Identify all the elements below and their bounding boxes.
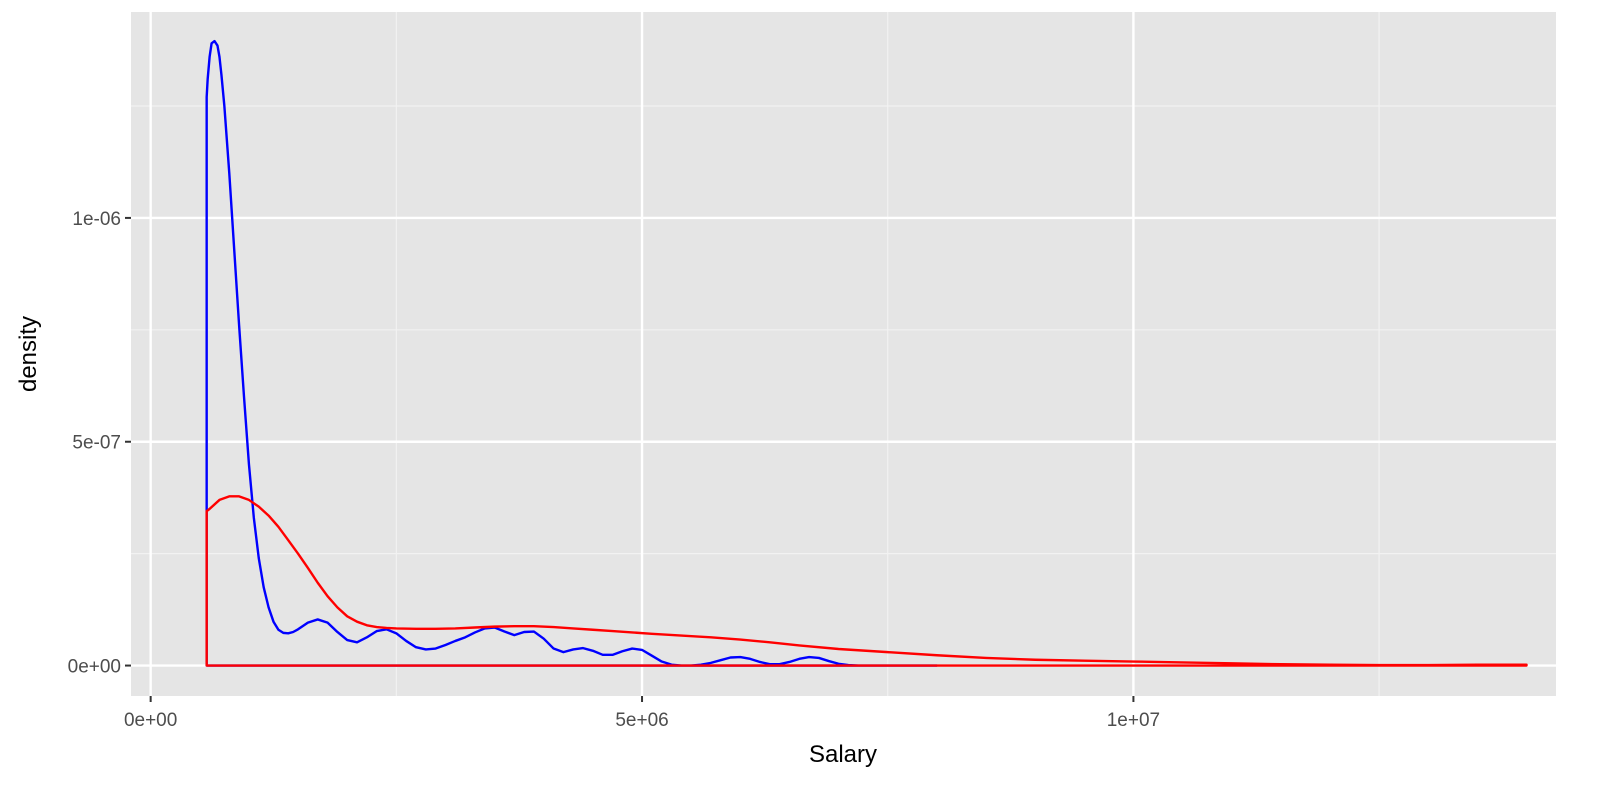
x-axis: 0e+00 5e+06 1e+07 [124,696,1160,731]
y-tick-label: 1e-06 [72,209,121,230]
x-tick-label: 1e+07 [1107,710,1160,731]
density-series [205,39,1528,667]
x-tick-label: 0e+00 [124,710,177,731]
y-tick-label: 0e+00 [68,657,121,678]
panel-background [131,12,1556,696]
density-line-2 [205,495,1528,667]
minor-gridlines [131,12,1556,696]
x-tick-label: 5e+06 [615,710,668,731]
y-axis: 0e+00 5e-07 1e-06 [68,209,131,678]
x-axis-title: Salary [809,741,877,768]
y-axis-title: density [15,316,42,392]
y-tick-label: 5e-07 [72,433,121,454]
